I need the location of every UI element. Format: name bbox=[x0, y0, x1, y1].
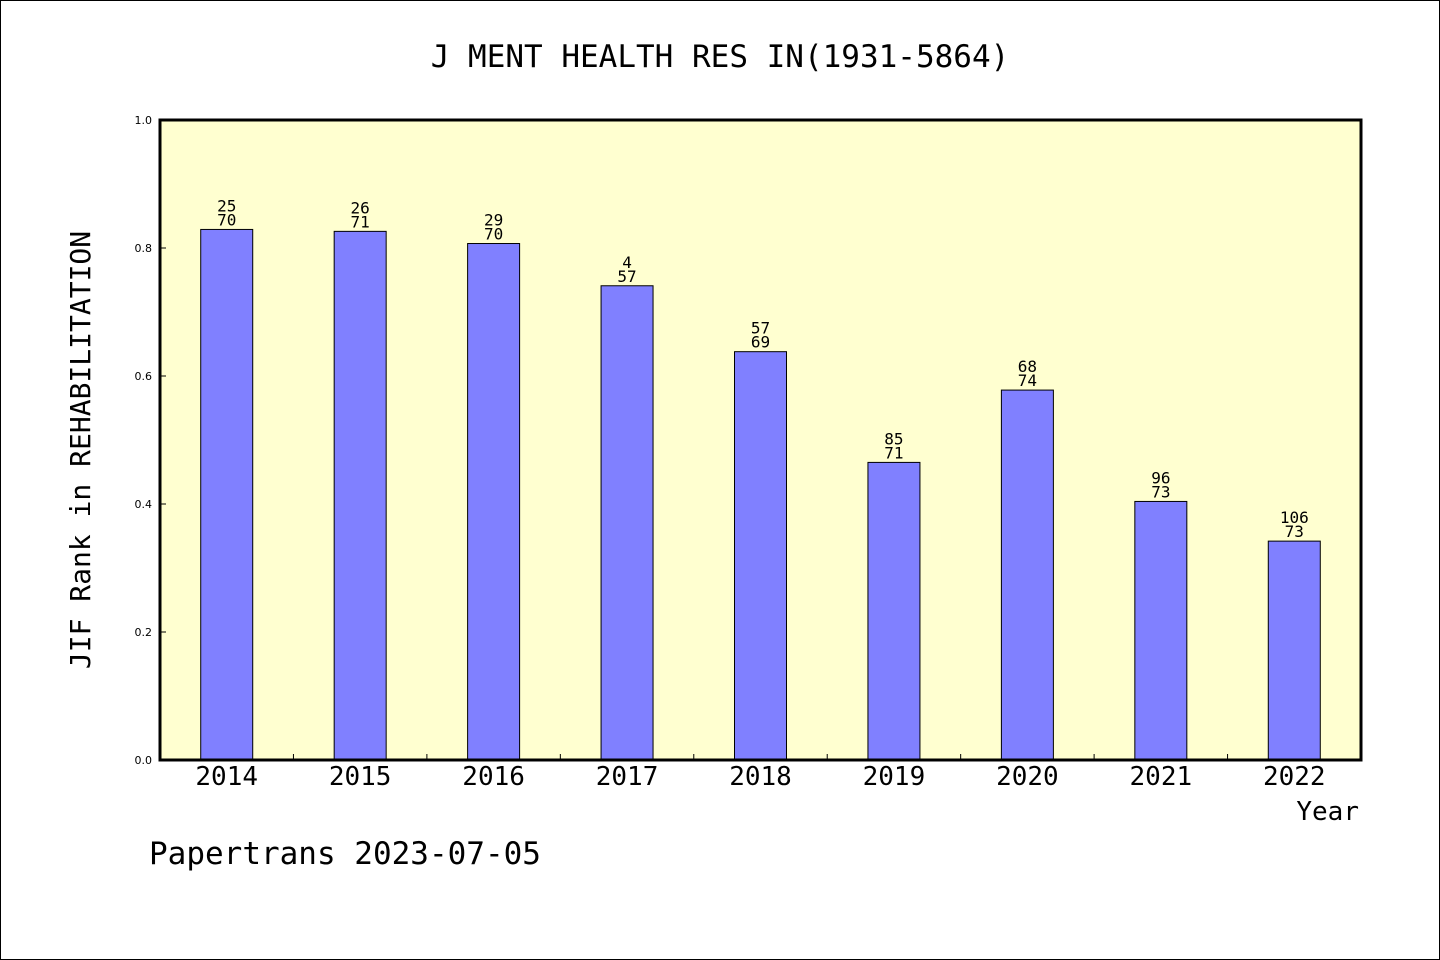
bar-2014 bbox=[200, 228, 254, 761]
bar-rank-label: 25 bbox=[217, 196, 236, 215]
bar-total-label: 73 bbox=[1285, 522, 1304, 541]
x-tick-label: 2022 bbox=[1263, 762, 1326, 792]
y-axis-ticks: 0.0 0.2 0.4 0.6 0.8 1.0 bbox=[135, 114, 166, 767]
bar-2021 bbox=[1134, 500, 1188, 761]
bar-2020 bbox=[1000, 389, 1054, 761]
y-tick-label: 0.4 bbox=[135, 498, 153, 511]
bar-total-label: 69 bbox=[751, 333, 770, 352]
plot-border bbox=[158, 118, 1363, 762]
x-axis-ticks: 2014 2015 2016 2017 2018 2019 2020 2021 2022 bbox=[195, 754, 1326, 792]
y-tick-label: 0.0 bbox=[135, 754, 153, 767]
bar-rank-label: 4 bbox=[622, 253, 632, 272]
x-tick-label: 2021 bbox=[1130, 762, 1193, 792]
bar-rank-label: 96 bbox=[1151, 468, 1170, 487]
bar-total-label: 70 bbox=[484, 225, 503, 244]
bar-total-label: 73 bbox=[1151, 482, 1170, 501]
bar-total-label: 74 bbox=[1018, 371, 1037, 390]
bar-total-label: 70 bbox=[217, 210, 236, 229]
bar-2016 bbox=[467, 243, 521, 761]
bar-rank-label: 57 bbox=[751, 319, 770, 338]
bar-total-label: 71 bbox=[351, 212, 370, 231]
bar-2019 bbox=[867, 461, 921, 761]
bar-total-label: 71 bbox=[884, 443, 903, 462]
bar-2018 bbox=[734, 351, 787, 761]
bar-rank-label: 29 bbox=[484, 211, 503, 230]
x-tick-label: 2014 bbox=[195, 762, 258, 792]
y-tick-label: 0.2 bbox=[135, 626, 153, 639]
bar-2015 bbox=[333, 230, 387, 761]
bar-rank-label: 106 bbox=[1280, 508, 1309, 527]
bar-rank-label: 26 bbox=[351, 198, 370, 217]
x-tick-label: 2016 bbox=[462, 762, 525, 792]
footer-credit: Papertrans 2023-07-05 bbox=[149, 836, 541, 872]
bar-total-label: 57 bbox=[617, 267, 636, 286]
x-tick-label: 2015 bbox=[329, 762, 392, 792]
x-tick-label: 2020 bbox=[996, 762, 1059, 792]
y-tick-label: 1.0 bbox=[135, 114, 153, 127]
bar-rank-label: 68 bbox=[1018, 357, 1037, 376]
bar-2022 bbox=[1267, 540, 1321, 761]
y-axis-label: JIF Rank in REHABILITATION bbox=[64, 231, 97, 669]
x-tick-label: 2019 bbox=[863, 762, 926, 792]
x-axis-label: Year bbox=[1296, 797, 1359, 827]
bars-layer bbox=[200, 228, 1321, 761]
x-tick-label: 2017 bbox=[596, 762, 659, 792]
chart-title: J MENT HEALTH RES IN(1931-5864) bbox=[431, 39, 1010, 75]
bar-2017 bbox=[600, 285, 654, 761]
y-tick-label: 0.6 bbox=[135, 370, 153, 383]
x-tick-label: 2018 bbox=[729, 762, 792, 792]
bar-rank-label: 85 bbox=[884, 429, 903, 448]
y-tick-label: 0.8 bbox=[135, 242, 153, 255]
